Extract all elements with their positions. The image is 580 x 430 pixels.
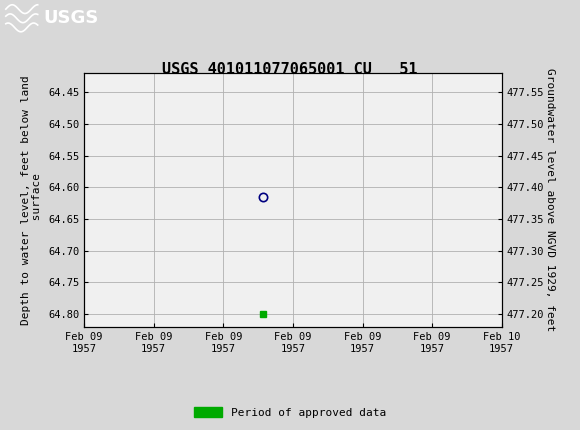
Y-axis label: Groundwater level above NGVD 1929, feet: Groundwater level above NGVD 1929, feet [545, 68, 555, 332]
Legend: Period of approved data: Period of approved data [190, 403, 390, 422]
Y-axis label: Depth to water level, feet below land
 surface: Depth to water level, feet below land su… [21, 75, 42, 325]
Text: USGS: USGS [44, 9, 99, 27]
Text: USGS 401011077065001 CU   51: USGS 401011077065001 CU 51 [162, 62, 418, 77]
